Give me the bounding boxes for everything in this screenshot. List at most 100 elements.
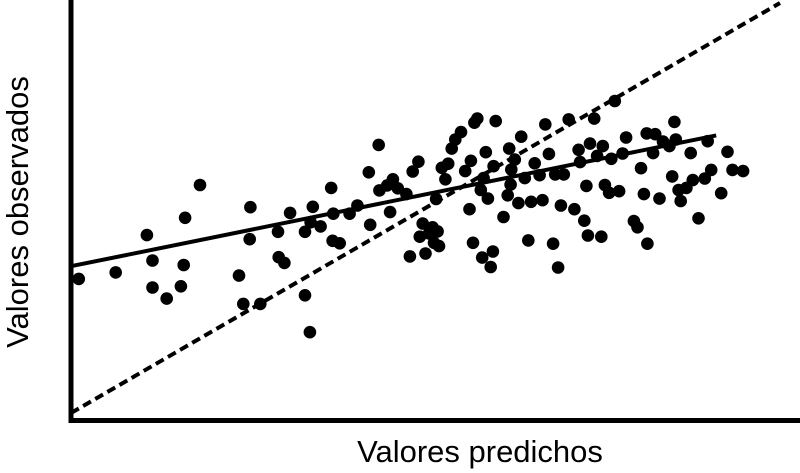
data-point [536, 193, 549, 207]
data-point [512, 196, 525, 210]
data-point [726, 163, 739, 177]
data-point [595, 230, 608, 243]
data-point [554, 199, 568, 212]
data-point [641, 237, 654, 250]
data-point [704, 163, 718, 177]
data-point [587, 112, 601, 125]
data-point [551, 261, 565, 274]
data-point [668, 115, 681, 129]
data-point [146, 281, 159, 294]
data-point [572, 143, 585, 157]
data-point [237, 297, 250, 311]
data-point [479, 145, 493, 159]
data-point [505, 163, 518, 176]
data-point [477, 171, 490, 185]
data-point [416, 217, 430, 230]
data-point [351, 199, 364, 212]
data-point [278, 256, 291, 270]
data-point [631, 221, 644, 234]
data-point [343, 207, 356, 220]
data-point [372, 138, 386, 152]
data-point [634, 161, 648, 175]
data-point [146, 254, 159, 267]
data-point [605, 152, 618, 166]
data-point [298, 225, 312, 239]
data-point [590, 149, 604, 163]
data-point [653, 192, 666, 205]
data-point [612, 184, 626, 198]
data-point [562, 113, 575, 126]
data-point [701, 134, 714, 148]
data-point [619, 131, 633, 144]
data-point [524, 195, 538, 209]
data-point [304, 216, 317, 229]
data-point [489, 114, 503, 128]
data-point [441, 157, 455, 170]
data-point [298, 289, 312, 302]
data-point [283, 206, 297, 220]
identity-line [69, 1, 782, 415]
data-point [497, 210, 510, 224]
data-point [474, 183, 488, 197]
data-point [177, 258, 190, 272]
data-point [736, 164, 750, 178]
data-point [109, 266, 122, 279]
data-point [327, 207, 340, 220]
data-point [463, 202, 476, 216]
data-point [568, 202, 581, 216]
data-point [542, 147, 556, 161]
data-point [533, 168, 546, 182]
plot-area [69, 1, 782, 415]
data-point [484, 260, 498, 274]
data-point [458, 164, 472, 178]
data-point [333, 237, 347, 250]
x-axis-label: Valores predichos [357, 434, 603, 469]
data-point [602, 186, 616, 200]
data-point [721, 145, 734, 159]
data-point [502, 142, 516, 155]
data-point [475, 251, 489, 264]
data-point [174, 280, 188, 293]
data-point [314, 220, 327, 233]
data-point [514, 130, 528, 143]
data-point [383, 205, 397, 219]
data-point [464, 154, 478, 168]
data-point [429, 192, 443, 206]
data-point [686, 173, 700, 187]
data-point [669, 133, 683, 146]
data-point [271, 225, 285, 239]
data-point [243, 232, 256, 246]
data-point [486, 245, 500, 258]
data-point [583, 137, 597, 150]
data-point [518, 171, 532, 185]
data-point [439, 173, 452, 186]
data-point [253, 297, 267, 311]
data-point [504, 178, 517, 191]
data-point [616, 147, 629, 160]
data-point [522, 234, 535, 247]
data-point [573, 155, 587, 169]
data-point [487, 159, 500, 173]
data-point [714, 186, 728, 200]
data-point [637, 187, 651, 201]
data-point [362, 166, 376, 179]
data-point [412, 155, 425, 168]
data-point [578, 214, 591, 227]
data-point [400, 187, 413, 201]
data-point [596, 139, 610, 153]
data-point [232, 269, 246, 282]
data-point [698, 172, 712, 185]
data-point [581, 229, 595, 242]
data-point [406, 165, 420, 178]
data-point [160, 292, 173, 305]
data-point [454, 125, 468, 139]
data-point [403, 250, 417, 263]
data-point [665, 170, 679, 183]
data-point [528, 157, 541, 170]
data-point [324, 181, 338, 195]
data-point [539, 118, 552, 131]
data-point [557, 168, 571, 181]
data-point [303, 325, 317, 339]
data-point [508, 153, 522, 166]
